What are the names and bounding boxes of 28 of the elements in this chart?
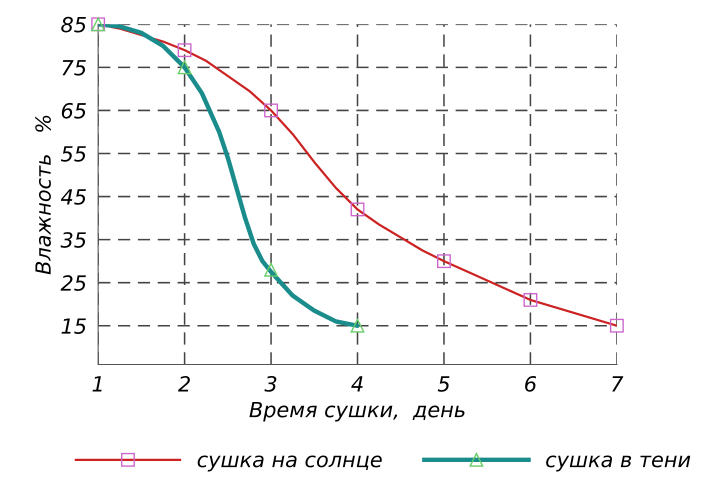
x-axis-title: Время сушки, день (249, 402, 464, 422)
legend-label: сушка в тени (546, 455, 690, 472)
x-tick-label: 5 (438, 376, 450, 392)
x-tick-label: 2 (178, 376, 190, 392)
y-tick-label: 75 (62, 60, 86, 76)
point (350, 202, 364, 216)
point (610, 318, 624, 333)
y-tick-label: 65 (62, 102, 86, 119)
x-tick-label: 7 (612, 376, 624, 392)
x-tick-label: 6 (525, 376, 536, 392)
y-tick-label: 55 (60, 146, 86, 162)
x-tick-label: 1 (92, 376, 102, 392)
y-tick-label: 85 (61, 16, 86, 33)
point (178, 43, 192, 58)
x-tick-label: 4 (351, 376, 363, 392)
y-tick-label: 45 (60, 189, 86, 205)
y-axis-title: Влажность % (35, 116, 51, 274)
point (178, 60, 192, 74)
point (264, 103, 278, 118)
point (437, 254, 451, 268)
y-tick-label: 15 (62, 318, 86, 334)
point (523, 292, 538, 307)
x-tick-label: 3 (264, 376, 276, 392)
point (350, 318, 364, 333)
point (264, 262, 278, 277)
y-tick-label: 25 (60, 275, 86, 291)
legend-label: сушка на солнце (198, 455, 382, 472)
y-tick-label: 35 (60, 232, 86, 248)
